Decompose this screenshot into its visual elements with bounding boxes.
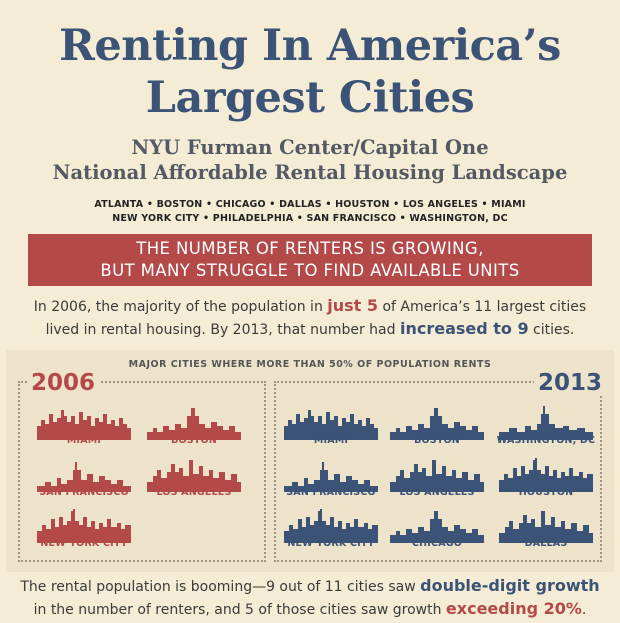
intro-paragraph: In 2006, the majority of the population … xyxy=(0,295,620,341)
city-skyline-icon xyxy=(284,462,378,492)
subtitle-line-2: National Affordable Rental Housing Lands… xyxy=(52,161,568,184)
city-skyline-icon xyxy=(284,410,378,440)
city-label-red-los-angeles: LOS ANGELES xyxy=(156,487,232,498)
city-label-blue-dallas: DALLAS xyxy=(524,538,568,549)
intro-highlight-just-5: just 5 xyxy=(327,296,379,315)
city-skyline-icon xyxy=(499,406,593,440)
year-2006-label: 2006 xyxy=(27,370,100,396)
city-list-line-1: ATLANTA • BOSTON • CHICAGO • DALLAS • HO… xyxy=(94,199,526,210)
intro-text-4: cities. xyxy=(528,322,575,338)
city-list-line-2: NEW YORK CITY • PHILADELPHIA • SAN FRANC… xyxy=(112,213,508,224)
subtitle-line-1: NYU Furman Center/Capital One xyxy=(131,136,489,159)
city-label-blue-boston: BOSTON xyxy=(414,435,460,446)
headline-banner: THE NUMBER OF RENTERS IS GROWING, BUT MA… xyxy=(28,234,592,286)
city-label-blue-houston: HOUSTON xyxy=(518,487,574,498)
city-skyline-icon xyxy=(284,509,378,543)
city-skyline-icon xyxy=(37,462,131,492)
city-label-red-san-francisco: SAN FRANCISCO xyxy=(39,487,129,498)
city-label-blue-new-york-city: NEW YORK CITY xyxy=(287,538,375,549)
city-skyline-icon xyxy=(390,408,484,440)
title-line-2: Largest Cities xyxy=(145,73,475,123)
footer-paragraph: The rental population is booming—9 out o… xyxy=(0,575,620,621)
year-2013-label: 2013 xyxy=(534,370,607,396)
city-skyline-icon xyxy=(499,458,593,492)
city-label-red-boston: BOSTON xyxy=(171,435,217,446)
box-2013 xyxy=(274,381,602,562)
city-label-blue-washington-dc: WASHINGTON, DC xyxy=(496,435,596,446)
city-skyline-icon xyxy=(390,511,484,543)
footer-highlight-exceeding: exceeding 20% xyxy=(445,599,582,618)
city-label-blue-los-angeles: LOS ANGELES xyxy=(399,487,475,498)
city-skyline-icon xyxy=(390,460,484,492)
banner-line-2: BUT MANY STRUGGLE TO FIND AVAILABLE UNIT… xyxy=(100,261,520,280)
city-label-blue-chicago: CHICAGO xyxy=(411,538,463,549)
intro-text-1: In 2006, the majority of the population … xyxy=(33,299,328,315)
intro-text-2: of America’s 11 largest cities xyxy=(378,299,587,315)
city-skyline-icon xyxy=(147,460,241,492)
title-line-1: Renting In America’s xyxy=(59,21,561,71)
footer-text-3: . xyxy=(581,602,587,618)
city-skyline-icon xyxy=(499,511,593,543)
footer-highlight-double-digit: double-digit growth xyxy=(420,576,600,595)
intro-highlight-increased: increased to 9 xyxy=(399,319,529,338)
city-label-blue-miami: MIAMI xyxy=(313,435,349,446)
city-label-red-new-york-city: NEW YORK CITY xyxy=(40,538,128,549)
panel-title: MAJOR CITIES WHERE MORE THAN 50% OF POPU… xyxy=(128,359,492,370)
banner-line-1: THE NUMBER OF RENTERS IS GROWING, xyxy=(136,239,484,258)
city-skyline-icon xyxy=(37,410,131,440)
footer-text-1: The rental population is booming—9 out o… xyxy=(20,579,421,595)
intro-text-3: lived in rental housing. By 2013, that n… xyxy=(45,322,400,338)
footer-text-2: in the number of renters, and 5 of those… xyxy=(33,602,446,618)
city-skyline-icon xyxy=(147,408,241,440)
city-skyline-icon xyxy=(37,509,131,543)
box-2006 xyxy=(18,381,266,562)
city-label-blue-san-francisco: SAN FRANCISCO xyxy=(286,487,376,498)
city-label-red-miami: MIAMI xyxy=(66,435,102,446)
